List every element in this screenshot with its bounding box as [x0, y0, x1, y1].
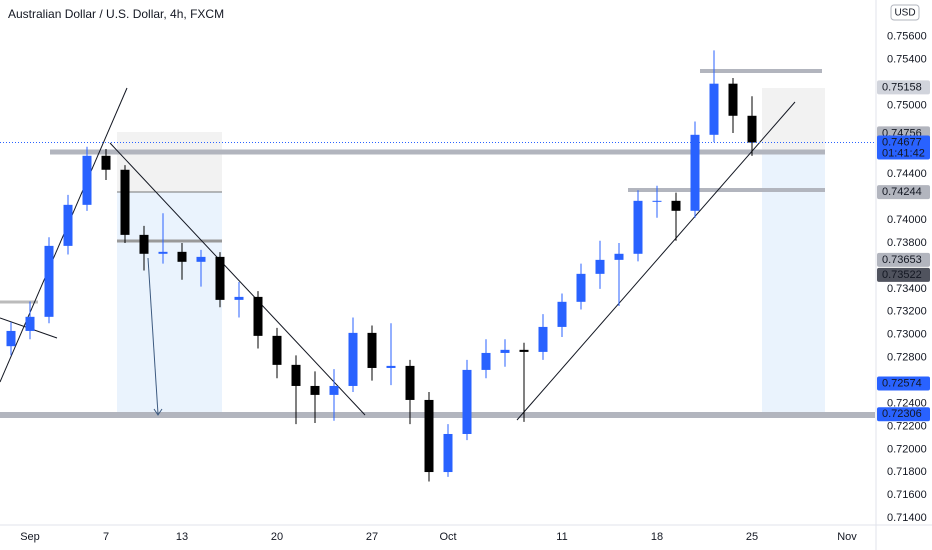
price-badge-label: 0.72306	[882, 408, 922, 420]
candle-body	[519, 349, 529, 352]
candle-body	[234, 296, 244, 300]
x-tick-label: 27	[366, 531, 378, 543]
candle-body	[139, 234, 149, 254]
y-tick-label: 0.75000	[887, 99, 927, 111]
y-tick-label: 0.73200	[887, 306, 927, 318]
candle-body	[158, 251, 168, 254]
candle-body	[690, 134, 700, 211]
candle-body	[367, 332, 377, 368]
y-tick-label: 0.74000	[887, 214, 927, 226]
x-tick-label: Sep	[20, 531, 40, 543]
y-tick-label: 0.74400	[887, 168, 927, 180]
candle-body	[253, 296, 263, 336]
x-tick-label: 13	[176, 531, 188, 543]
target-zone	[762, 152, 825, 415]
y-tick-label: 0.75400	[887, 54, 927, 66]
candle-body	[595, 259, 605, 274]
candle-body	[348, 332, 358, 386]
price-badge-label: 0.72574	[882, 377, 922, 389]
countdown: 01:41:42	[882, 147, 925, 159]
candle-body	[101, 155, 111, 170]
x-tick-label: 11	[556, 531, 567, 543]
candle-body	[6, 330, 16, 347]
price-badge	[877, 407, 930, 422]
candle-body	[120, 169, 130, 235]
price-badge	[877, 267, 930, 282]
candle-body	[215, 256, 225, 300]
candle-body	[25, 316, 35, 331]
price-badge	[877, 135, 930, 160]
price-badge	[877, 376, 930, 391]
y-tick-label: 0.75600	[887, 31, 927, 43]
target-zone	[117, 192, 222, 415]
candle-body	[481, 352, 491, 370]
candle-body	[63, 204, 73, 246]
y-tick-label: 0.71800	[887, 466, 927, 478]
trend-line	[109, 142, 366, 416]
candle-body	[196, 256, 206, 262]
currency-label[interactable]: USD	[894, 8, 915, 19]
candle-body	[538, 326, 548, 352]
chart-title: Australian Dollar / U.S. Dollar, 4h, FXC…	[8, 7, 224, 21]
price-badge-label: 0.74677	[882, 136, 922, 148]
candle-body	[44, 245, 54, 317]
price-badge	[877, 185, 930, 200]
y-tick-label: 0.71400	[887, 512, 927, 524]
candle-body	[424, 399, 434, 473]
candle-body	[405, 365, 415, 400]
candle-body	[462, 369, 472, 434]
price-badge-label: 0.73522	[882, 269, 922, 281]
x-tick-label: 18	[651, 531, 663, 543]
stop-zone	[762, 88, 825, 152]
candle-body	[633, 200, 643, 254]
x-tick-label: Oct	[439, 531, 456, 543]
price-badge-label: 0.75158	[882, 81, 922, 93]
x-tick-label: 25	[746, 531, 758, 543]
trend-line	[516, 101, 796, 421]
price-badge	[877, 252, 930, 267]
candle-body	[671, 200, 681, 211]
candle-body	[614, 253, 624, 260]
candle-body	[576, 273, 586, 302]
y-tick-label: 0.71600	[887, 489, 927, 501]
stop-zone	[117, 132, 222, 192]
candle-body	[557, 301, 567, 327]
candle-body	[291, 364, 301, 386]
candle-body	[728, 83, 738, 116]
x-tick-label: 7	[103, 531, 109, 543]
candle-body	[443, 433, 453, 473]
price-badge-label: 0.74244	[882, 186, 922, 198]
arrow	[147, 257, 159, 415]
candle-body	[82, 155, 92, 205]
candle-body	[329, 385, 339, 395]
x-tick-label: Nov	[837, 531, 857, 543]
candle-body	[272, 335, 282, 365]
candle-body	[709, 83, 719, 135]
y-tick-label: 0.73000	[887, 329, 927, 341]
arrow-head	[153, 408, 163, 416]
plot	[0, 50, 876, 482]
y-tick-label: 0.72000	[887, 443, 927, 455]
y-tick-label: 0.72800	[887, 352, 927, 364]
currency-button[interactable]	[890, 4, 920, 21]
price-badge	[877, 80, 930, 95]
y-tick-label: 0.72400	[887, 397, 927, 409]
y-tick-label: 0.73400	[887, 283, 927, 295]
candle-body	[500, 349, 510, 353]
y-tick-label: 0.73800	[887, 237, 927, 249]
candle-body	[747, 115, 757, 143]
price-badge-label: 0.73653	[882, 254, 922, 266]
candle-body	[310, 385, 320, 395]
candle-body	[177, 251, 187, 262]
y-tick-label: 0.72200	[887, 420, 927, 432]
candle-body	[652, 200, 662, 202]
candle-body	[386, 365, 396, 368]
x-tick-label: 20	[271, 531, 283, 543]
